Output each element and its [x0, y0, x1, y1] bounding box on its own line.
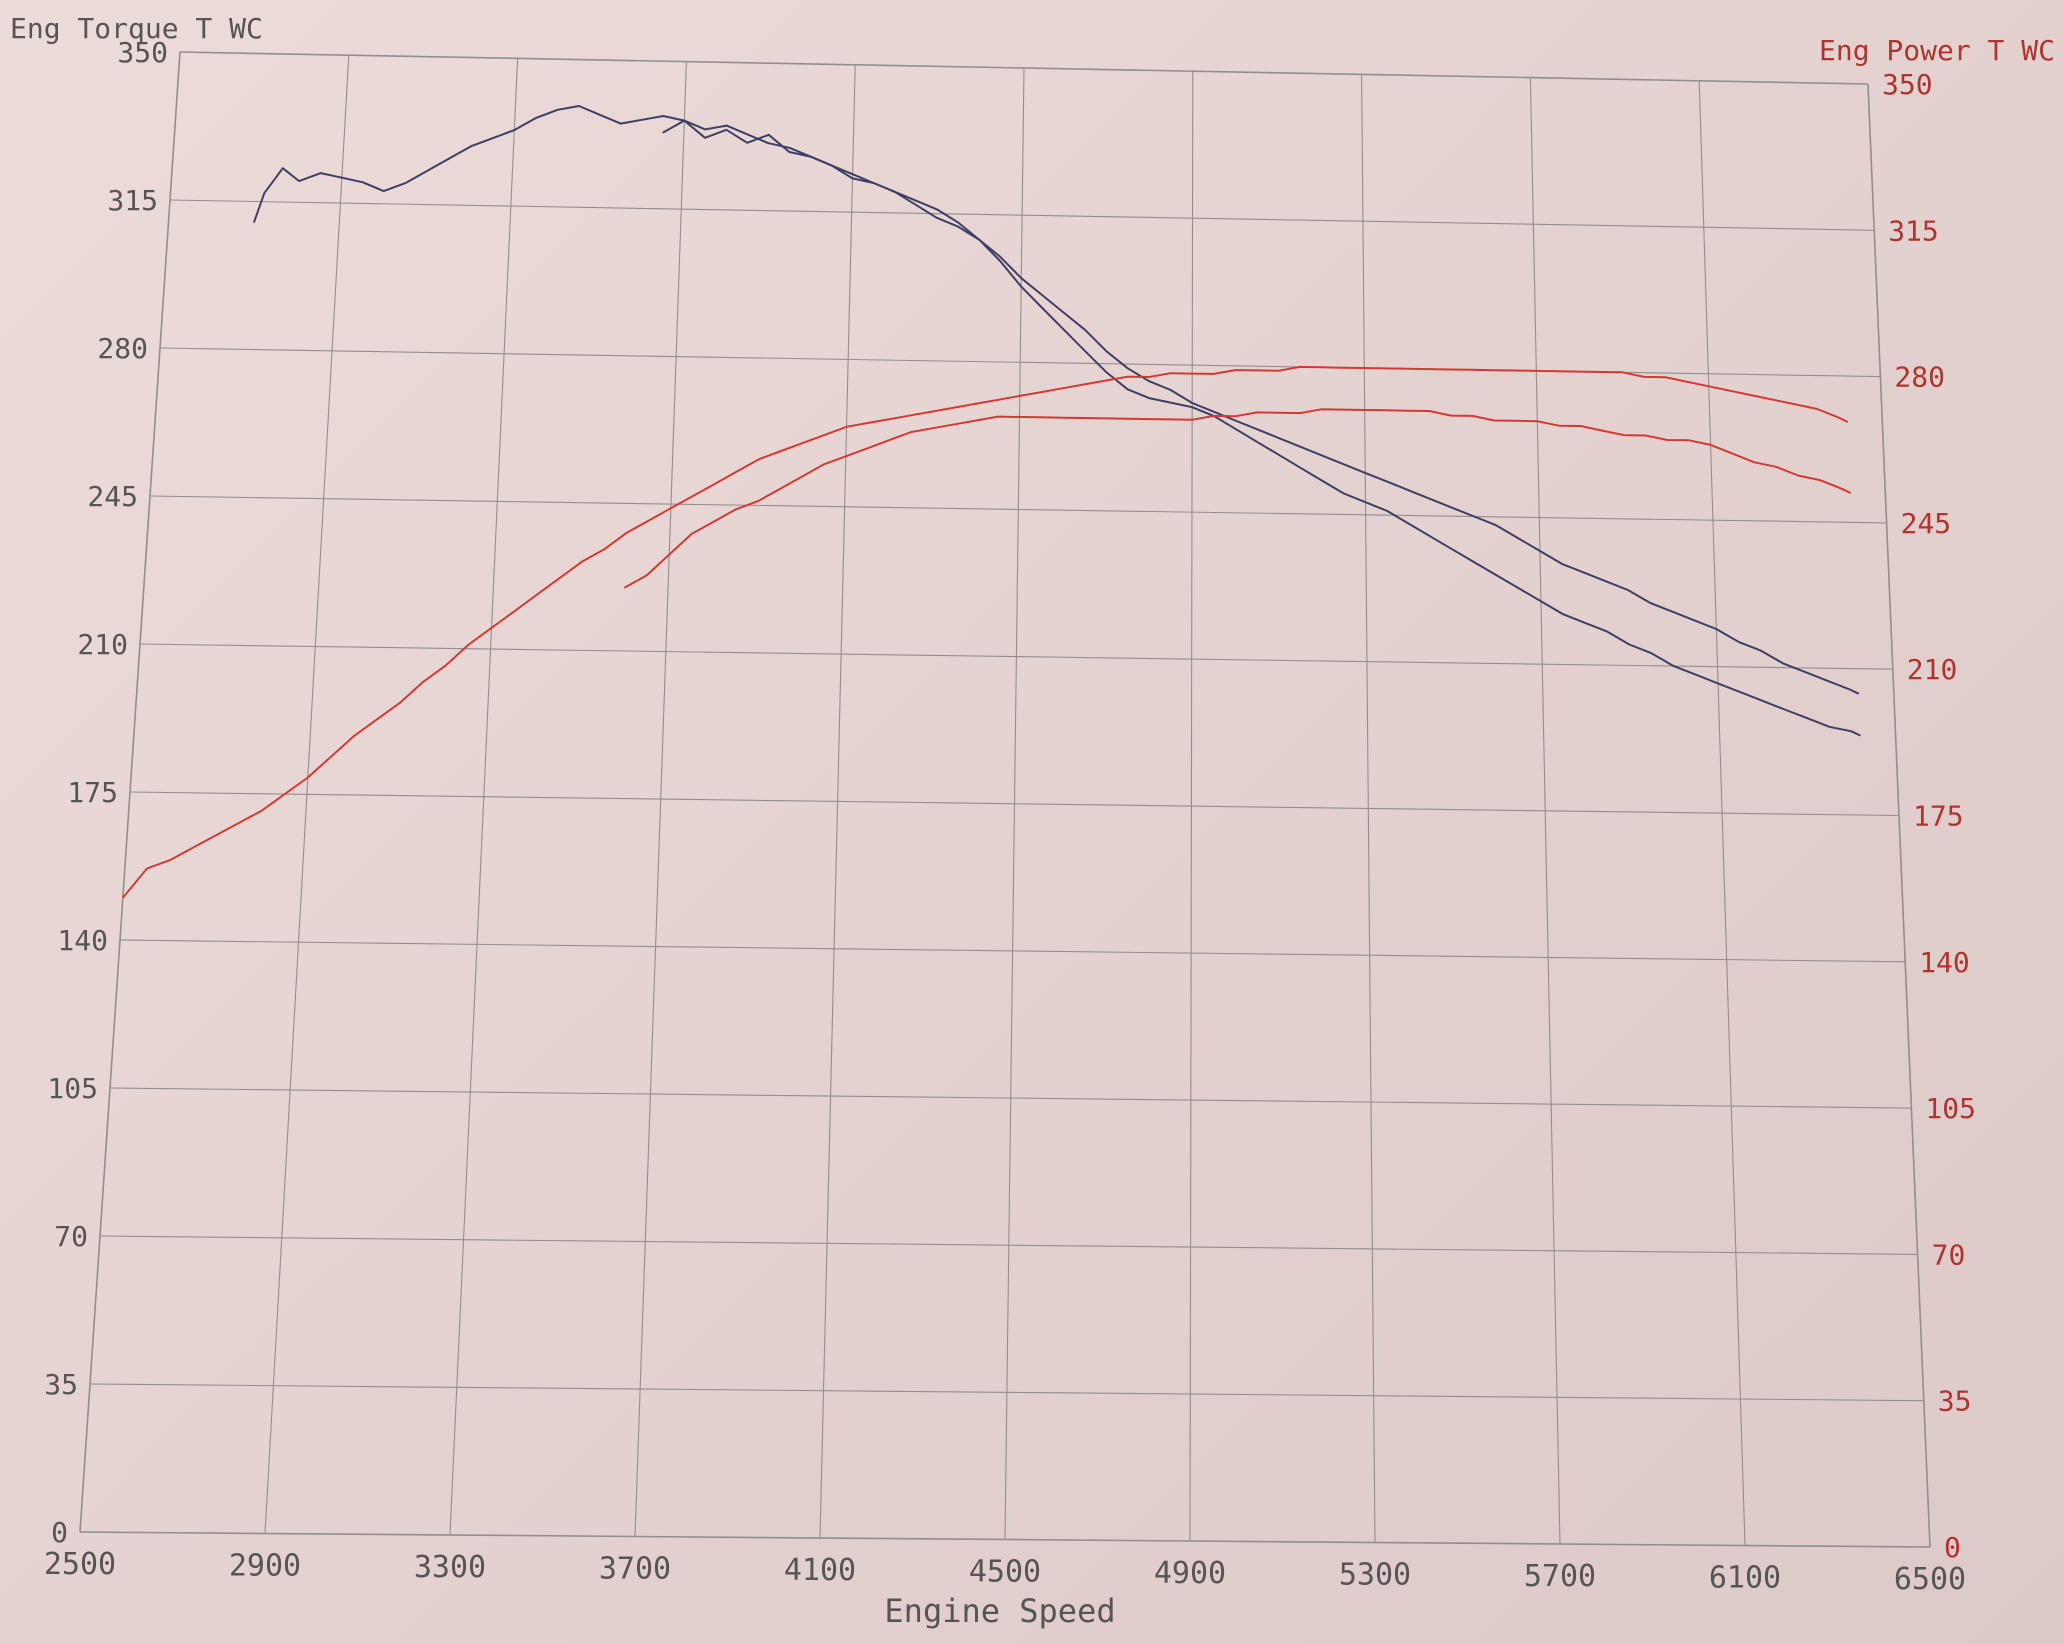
torque-series-line-1 [252, 105, 1860, 695]
x-tick-label: 6100 [1709, 1561, 1781, 1596]
right-y-tick-label: 140 [1919, 946, 1970, 979]
right-y-tick-label: 350 [1882, 68, 1933, 101]
x-axis-title: Engine Speed [884, 1592, 1115, 1630]
grid-line-horizontal [79, 1531, 1931, 1548]
left-y-tick-label: 70 [54, 1220, 88, 1253]
x-tick-label: 4100 [784, 1553, 856, 1588]
grid-line-horizontal [99, 1235, 1918, 1255]
x-tick-label: 4500 [969, 1555, 1041, 1590]
right-axis-title: Eng Power T WC [1819, 34, 2055, 67]
x-tick-label: 6500 [1894, 1562, 1966, 1597]
right-y-tick-label: 315 [1888, 214, 1939, 247]
right-y-tick-label: 35 [1938, 1385, 1972, 1418]
left-y-tick-label: 280 [97, 332, 148, 365]
grid-line-horizontal [169, 199, 1875, 231]
x-tick-label: 4900 [1154, 1556, 1226, 1591]
right-y-tick-label: 105 [1925, 1092, 1976, 1125]
grid-line-horizontal [119, 939, 1906, 963]
tick-labels: 0 35 70 105 140 175 210 245 280 315 350 0 35 70 105 140… [44, 36, 1976, 1597]
x-tick-label: 3300 [414, 1550, 486, 1585]
grid-line-horizontal [179, 51, 1869, 85]
left-y-tick-label: 105 [47, 1072, 98, 1105]
right-y-tick-label: 175 [1913, 800, 1964, 833]
series-group [122, 105, 1861, 899]
right-y-tick-label: 280 [1894, 361, 1945, 394]
grid-line-horizontal [89, 1383, 1924, 1402]
x-tick-label: 5700 [1524, 1559, 1596, 1594]
left-y-tick-label: 315 [107, 184, 158, 217]
right-y-tick-label: 0 [1944, 1531, 1961, 1564]
left-y-tick-label: 35 [44, 1368, 78, 1401]
grid-lines [79, 51, 1931, 1548]
left-y-tick-label: 0 [51, 1516, 68, 1549]
x-tick-label: 2900 [229, 1549, 301, 1584]
x-tick-label: 5300 [1339, 1558, 1411, 1593]
left-y-tick-label: 350 [117, 36, 168, 69]
torque-series-line-2 [662, 119, 1861, 737]
left-axis-title: Eng Torque T WC [10, 12, 263, 45]
grid-line-horizontal [149, 495, 1887, 524]
left-y-tick-label: 140 [57, 924, 108, 957]
grid-line-horizontal [129, 791, 1900, 817]
left-y-tick-label: 175 [67, 776, 118, 809]
power-series-line-4 [623, 408, 1852, 589]
x-tick-label: 3700 [599, 1552, 671, 1587]
right-y-tick-label: 210 [1907, 653, 1958, 686]
power-series-line-3 [122, 365, 1849, 899]
left-y-tick-label: 210 [77, 628, 128, 661]
right-y-tick-label: 245 [1901, 507, 1952, 540]
x-tick-label: 2500 [44, 1547, 116, 1582]
grid-line-horizontal [139, 643, 1893, 670]
left-y-tick-label: 245 [87, 480, 138, 513]
grid-line-horizontal [109, 1087, 1912, 1109]
right-y-tick-label: 70 [1932, 1238, 1966, 1271]
